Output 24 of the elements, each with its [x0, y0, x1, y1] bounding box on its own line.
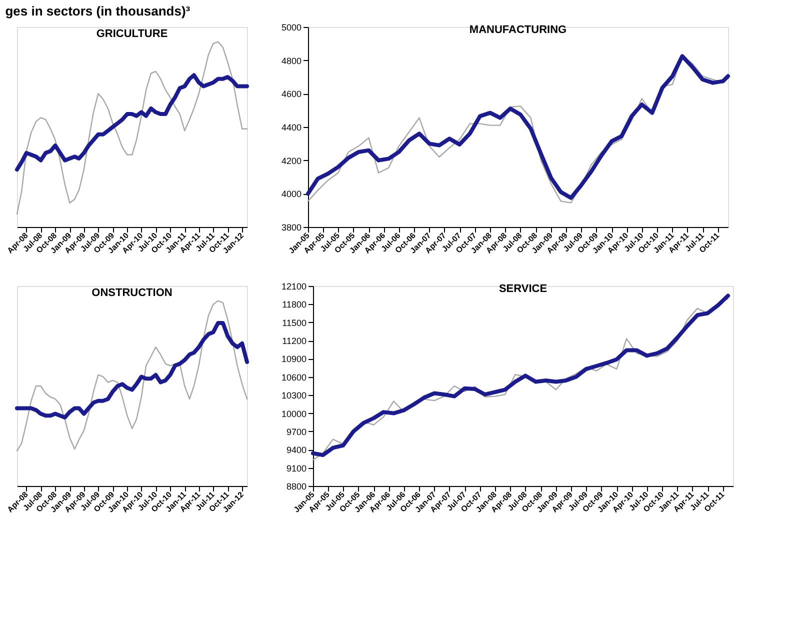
chart-title: SERVICE — [498, 283, 548, 295]
y-tick-label: 11500 — [282, 318, 306, 328]
chart-title: ONSTRUCTION — [92, 287, 172, 299]
y-tick-label: 9700 — [286, 426, 306, 437]
y-tick-label: 4400 — [281, 122, 302, 132]
y-tick-label: 4600 — [281, 89, 302, 100]
y-tick-label: 9400 — [286, 445, 306, 456]
y-tick-label: 5000 — [281, 22, 302, 32]
y-tick-label: 4800 — [281, 56, 302, 66]
y-tick-label: 8800 — [286, 482, 306, 492]
text: ges in sectors (in thousands)³ — [5, 4, 191, 18]
y-tick-label: 10600 — [281, 372, 306, 382]
y-tick-label: 4200 — [281, 156, 302, 166]
y-tick-label: 10000 — [281, 408, 306, 419]
y-tick-label: 11800 — [282, 300, 306, 310]
chart-title: MANUFACTURING — [469, 24, 567, 36]
y-tick-label: 12100 — [281, 282, 306, 292]
y-tick-label: 4000 — [281, 189, 302, 200]
y-tick-label: 10300 — [281, 390, 306, 401]
y-tick-label: 10900 — [281, 354, 306, 364]
y-tick-label: 3800 — [281, 222, 302, 232]
y-tick-label: 9100 — [286, 463, 306, 474]
y-tick-label: 11200 — [282, 336, 306, 346]
chart-title: GRICULTURE — [96, 28, 168, 40]
